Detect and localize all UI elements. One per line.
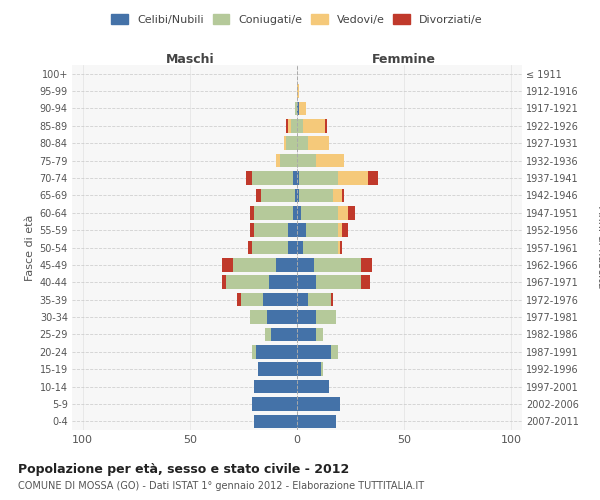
Bar xyxy=(316,328,323,341)
Bar xyxy=(316,276,361,289)
Bar xyxy=(325,119,327,132)
Bar xyxy=(269,276,297,289)
Bar xyxy=(340,240,342,254)
Bar xyxy=(297,240,304,254)
Bar xyxy=(297,188,299,202)
Bar xyxy=(299,171,338,185)
Bar xyxy=(342,188,344,202)
Bar xyxy=(299,188,334,202)
Text: Femmine: Femmine xyxy=(372,53,436,66)
Y-axis label: Fasce di età: Fasce di età xyxy=(25,214,35,280)
Bar xyxy=(297,224,305,237)
Bar xyxy=(361,258,372,272)
Bar xyxy=(308,136,329,150)
Bar xyxy=(331,345,338,358)
Bar xyxy=(252,345,256,358)
Bar xyxy=(295,188,297,202)
Bar xyxy=(338,240,340,254)
Bar xyxy=(304,240,338,254)
Bar xyxy=(256,188,260,202)
Bar xyxy=(316,154,344,168)
Text: Maschi: Maschi xyxy=(166,53,214,66)
Bar xyxy=(297,136,308,150)
Text: Popolazione per età, sesso e stato civile - 2012: Popolazione per età, sesso e stato civil… xyxy=(18,462,349,475)
Bar xyxy=(259,362,297,376)
Bar xyxy=(338,224,342,237)
Text: COMUNE DI MOSSA (GO) - Dati ISTAT 1° gennaio 2012 - Elaborazione TUTTITALIA.IT: COMUNE DI MOSSA (GO) - Dati ISTAT 1° gen… xyxy=(18,481,424,491)
Bar xyxy=(289,240,297,254)
Bar xyxy=(267,310,297,324)
Bar xyxy=(297,345,331,358)
Bar xyxy=(284,136,286,150)
Bar xyxy=(252,397,297,410)
Bar xyxy=(275,154,280,168)
Bar xyxy=(301,206,338,220)
Bar xyxy=(305,224,338,237)
Bar xyxy=(297,171,299,185)
Bar xyxy=(342,224,349,237)
Bar xyxy=(233,258,275,272)
Bar xyxy=(252,240,289,254)
Bar xyxy=(314,258,361,272)
Bar xyxy=(290,119,297,132)
Bar xyxy=(308,293,331,306)
Bar xyxy=(297,414,335,428)
Bar xyxy=(289,119,290,132)
Bar xyxy=(265,328,271,341)
Legend: Celibi/Nubili, Coniugati/e, Vedovi/e, Divorziati/e: Celibi/Nubili, Coniugati/e, Vedovi/e, Di… xyxy=(112,14,482,25)
Bar xyxy=(250,310,267,324)
Bar xyxy=(297,397,340,410)
Bar xyxy=(245,171,252,185)
Bar xyxy=(293,206,297,220)
Bar xyxy=(349,206,355,220)
Bar xyxy=(241,293,263,306)
Bar xyxy=(254,414,297,428)
Bar xyxy=(297,206,301,220)
Bar xyxy=(222,276,226,289)
Y-axis label: Anni di nascita: Anni di nascita xyxy=(596,206,600,289)
Bar xyxy=(338,206,349,220)
Bar xyxy=(297,258,314,272)
Bar xyxy=(338,171,368,185)
Bar xyxy=(250,206,254,220)
Bar xyxy=(304,119,325,132)
Bar xyxy=(320,362,323,376)
Bar xyxy=(293,171,297,185)
Bar xyxy=(297,380,329,394)
Bar xyxy=(297,328,316,341)
Bar xyxy=(361,276,370,289)
Bar xyxy=(297,293,308,306)
Bar xyxy=(250,224,254,237)
Bar xyxy=(254,224,289,237)
Bar xyxy=(256,345,297,358)
Bar xyxy=(271,328,297,341)
Bar xyxy=(254,206,293,220)
Bar xyxy=(331,293,334,306)
Bar xyxy=(226,276,269,289)
Bar xyxy=(297,84,299,98)
Bar xyxy=(286,119,289,132)
Bar xyxy=(260,188,295,202)
Bar xyxy=(297,119,304,132)
Bar xyxy=(297,310,316,324)
Bar xyxy=(368,171,379,185)
Bar xyxy=(252,171,293,185)
Bar xyxy=(297,102,299,115)
Bar xyxy=(289,224,297,237)
Bar xyxy=(237,293,241,306)
Bar xyxy=(295,102,297,115)
Bar xyxy=(334,188,342,202)
Bar xyxy=(254,380,297,394)
Bar xyxy=(297,362,320,376)
Bar xyxy=(222,258,233,272)
Bar xyxy=(275,258,297,272)
Bar xyxy=(297,154,316,168)
Bar xyxy=(299,102,305,115)
Bar xyxy=(263,293,297,306)
Bar xyxy=(286,136,297,150)
Bar xyxy=(248,240,252,254)
Bar xyxy=(280,154,297,168)
Bar xyxy=(297,276,316,289)
Bar xyxy=(316,310,335,324)
